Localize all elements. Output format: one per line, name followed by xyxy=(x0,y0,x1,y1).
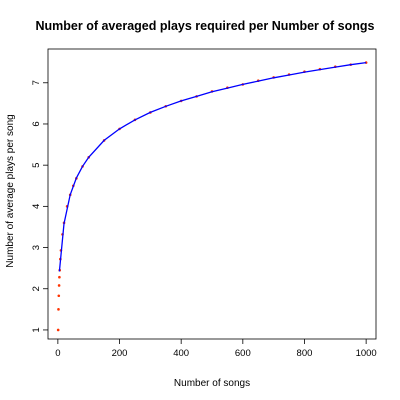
chart-title: Number of averaged plays required per Nu… xyxy=(36,19,375,33)
y-tick-label: 7 xyxy=(31,80,42,85)
data-point xyxy=(56,328,60,332)
x-axis: 0 200 400 600 800 1000 xyxy=(55,339,377,359)
y-tick-label: 5 xyxy=(31,163,42,168)
x-tick-label: 200 xyxy=(112,348,128,359)
x-tick-label: 1000 xyxy=(356,348,377,359)
y-tick-label: 6 xyxy=(31,121,42,126)
y-tick-label: 3 xyxy=(31,245,42,250)
data-points xyxy=(56,61,368,332)
fit-lines xyxy=(58,61,367,272)
fit-line xyxy=(58,61,367,272)
plot-frame xyxy=(47,48,377,340)
y-axis: 1 2 3 4 5 6 7 xyxy=(31,80,48,333)
data-point xyxy=(57,294,61,298)
x-axis-label: Number of songs xyxy=(174,378,250,389)
data-point xyxy=(57,308,60,311)
x-tick-label: 0 xyxy=(55,348,60,359)
x-tick-label: 800 xyxy=(297,348,313,359)
x-tick-label: 600 xyxy=(235,348,251,359)
y-axis-label: Number of average plays per song xyxy=(5,114,16,267)
y-tick-label: 4 xyxy=(31,204,42,209)
y-tick-label: 1 xyxy=(31,327,42,332)
data-point xyxy=(58,275,61,279)
y-tick-label: 2 xyxy=(31,286,42,291)
data-point xyxy=(57,284,61,287)
x-tick-label: 400 xyxy=(173,348,189,359)
